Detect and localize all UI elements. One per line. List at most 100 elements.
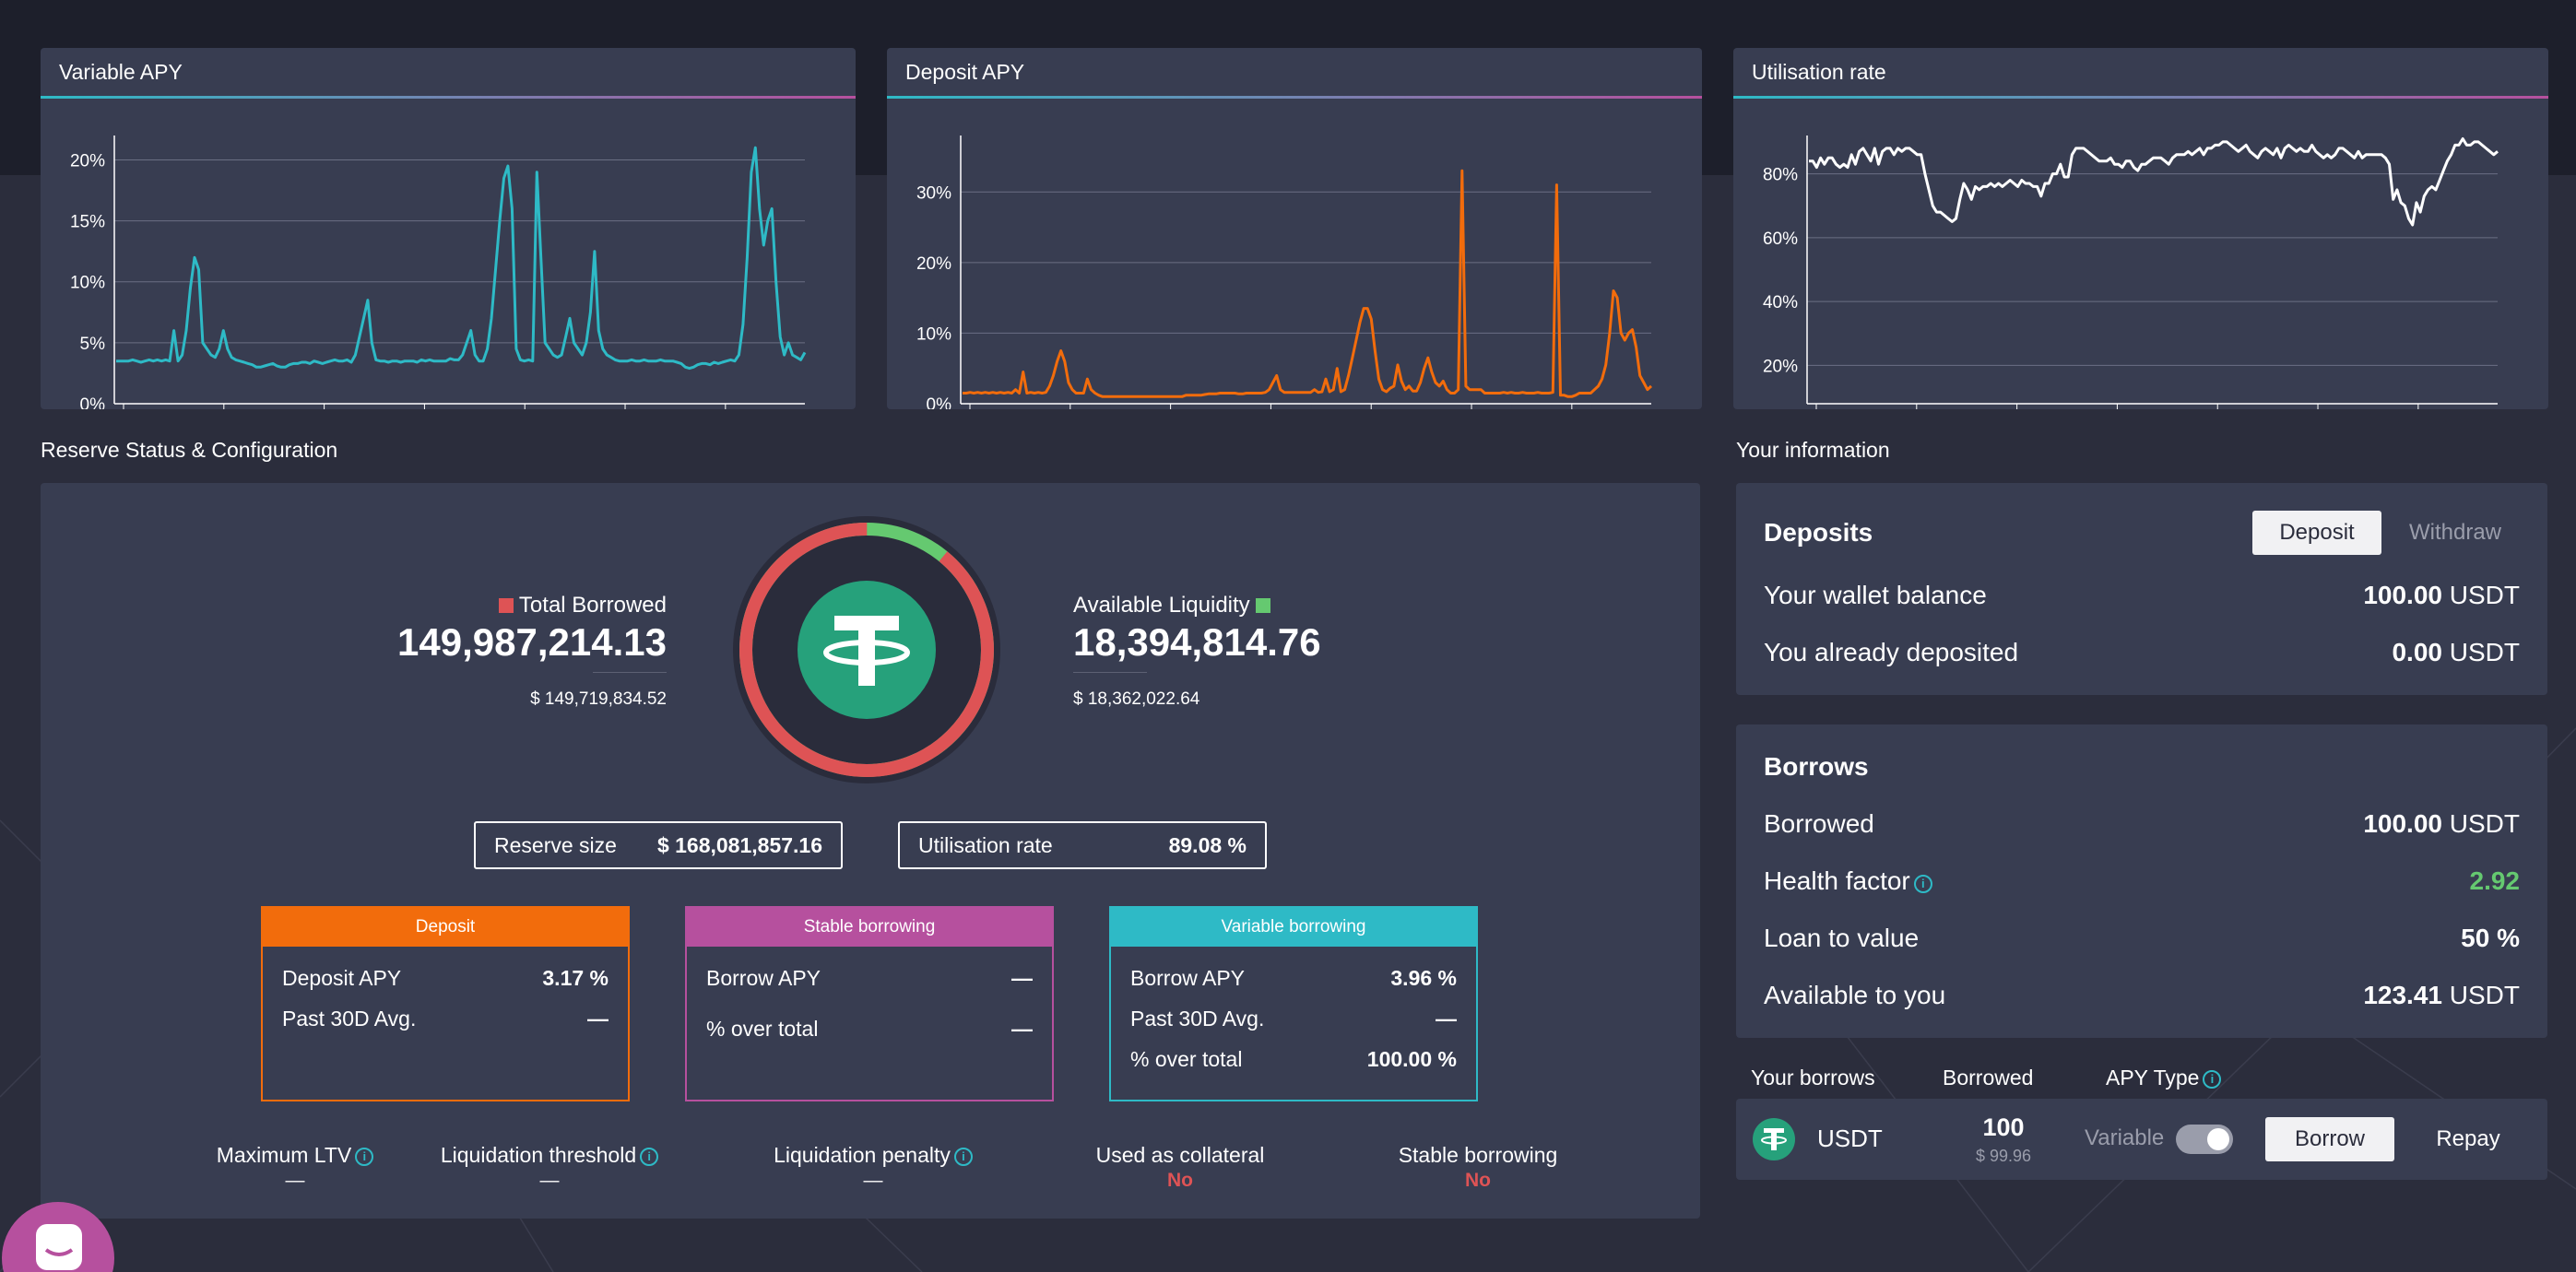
stable-apy-row: Borrow APY — bbox=[687, 958, 1052, 998]
borrowed-label: Borrowed bbox=[1764, 809, 1874, 838]
wallet-balance-row: Your wallet balance 100.00 USDT bbox=[1764, 581, 2520, 610]
wallet-balance-value: 100.00 bbox=[2363, 581, 2442, 609]
deposit-apy-value: 3.17 % bbox=[542, 965, 609, 990]
variable-borrowing-box: Variable borrowing Borrow APY 3.96 % Pas… bbox=[1109, 906, 1478, 1101]
borrows-title: Borrows bbox=[1764, 752, 1869, 781]
max-ltv-label: Maximum LTV bbox=[216, 1143, 352, 1167]
total-borrowed-value: 149,987,214.13 bbox=[397, 620, 667, 664]
variable-avg-label: Past 30D Avg. bbox=[1130, 1006, 1265, 1031]
variable-apy-value: 3.96 % bbox=[1390, 965, 1457, 990]
deposit-box-header: Deposit bbox=[263, 908, 628, 947]
info-icon[interactable]: i bbox=[2203, 1070, 2222, 1089]
available-to-you-row: Available to you 123.41 USDT bbox=[1764, 981, 2520, 1010]
stable-borrowing-stat: Stable borrowing No bbox=[1340, 1143, 1616, 1192]
deposit-avg-label: Past 30D Avg. bbox=[282, 1006, 417, 1031]
deposit-button[interactable]: Deposit bbox=[2252, 511, 2381, 555]
borrowed-legend-swatch bbox=[498, 598, 514, 613]
variable-avg-value: — bbox=[1436, 1006, 1457, 1031]
col-apy-type: APY Type i bbox=[2106, 1066, 2222, 1090]
stable-total-value: — bbox=[1011, 1016, 1033, 1041]
y-tick-label: 60% bbox=[1763, 230, 1798, 249]
loan-to-value-row: Loan to value 50 % bbox=[1764, 924, 2520, 953]
withdraw-button[interactable]: Withdraw bbox=[2408, 520, 2502, 545]
stable-borrowing-label: Stable borrowing bbox=[1398, 1143, 1558, 1167]
available-liquidity-label-text: Available Liquidity bbox=[1073, 593, 1250, 618]
divider bbox=[593, 672, 667, 673]
deposited-value: 0.00 bbox=[2392, 638, 2442, 666]
col-borrowed: Borrowed bbox=[1943, 1066, 2034, 1089]
borrow-amount-usd: $ 99.96 bbox=[1975, 1147, 2032, 1165]
col-apy-type-label: APY Type bbox=[2106, 1066, 2200, 1089]
deposited-row: You already deposited 0.00 USDT bbox=[1764, 638, 2520, 667]
variable-avg-row: Past 30D Avg. — bbox=[1111, 998, 1476, 1039]
info-section-title: Your information bbox=[1736, 438, 1890, 462]
info-icon[interactable]: i bbox=[355, 1148, 374, 1166]
liquidation-threshold-value: — bbox=[539, 1170, 560, 1191]
repay-button[interactable]: Repay bbox=[2436, 1126, 2500, 1151]
reserve-size-value: $ 168,081,857.16 bbox=[656, 832, 822, 857]
y-tick-label: 20% bbox=[916, 254, 951, 274]
deposit-avg-row: Past 30D Avg. — bbox=[263, 998, 628, 1039]
title-underline bbox=[41, 96, 856, 99]
y-tick-label: 10% bbox=[70, 274, 105, 293]
deposits-title: Deposits bbox=[1764, 518, 1873, 547]
variable-apy-label: Borrow APY bbox=[1130, 965, 1245, 990]
stable-total-row: % over total — bbox=[687, 998, 1052, 1059]
y-tick-label: 20% bbox=[1763, 357, 1798, 376]
title-underline bbox=[887, 96, 1702, 99]
divider bbox=[1073, 672, 1147, 673]
borrowed-unit: USDT bbox=[2449, 809, 2520, 838]
variable-total-label: % over total bbox=[1130, 1046, 1243, 1071]
y-tick-label: 30% bbox=[916, 183, 951, 203]
stable-apy-label: Borrow APY bbox=[706, 965, 821, 990]
deposit-apy-chart-title: Deposit APY bbox=[905, 60, 1025, 84]
variable-total-value: 100.00 % bbox=[1366, 1046, 1457, 1071]
available-liquidity-label: Available Liquidity bbox=[1073, 593, 1271, 618]
health-factor-label: Health factor bbox=[1764, 866, 1910, 895]
borrowed-value: 100.00 bbox=[2363, 809, 2442, 838]
stable-total-label: % over total bbox=[706, 1016, 819, 1041]
max-ltv-stat: Maximum LTV i — bbox=[157, 1143, 433, 1192]
liquidation-penalty-stat: Liquidation penalty i — bbox=[735, 1143, 1011, 1192]
reserve-size-pill: Reserve size $ 168,081,857.16 bbox=[474, 821, 843, 869]
borrow-asset-name: USDT bbox=[1817, 1125, 1883, 1152]
info-icon[interactable]: i bbox=[953, 1148, 973, 1166]
y-tick-label: 0% bbox=[80, 395, 106, 409]
y-tick-label: 0% bbox=[927, 395, 952, 409]
chat-icon bbox=[36, 1224, 82, 1270]
variable-apy-chart-card: Variable APY 20%15%10%5%0%Jun 13Jun 20Ju… bbox=[41, 48, 856, 409]
available-liquidity-usd: $ 18,362,022.64 bbox=[1073, 689, 1200, 709]
info-icon[interactable]: i bbox=[640, 1148, 659, 1166]
title-underline bbox=[1733, 96, 2548, 99]
deposit-apy-chart-card: Deposit APY 30%20%10%0%Jun 13Jun 20Jun 2… bbox=[887, 48, 1702, 409]
utilisation-rate-chart-title: Utilisation rate bbox=[1752, 60, 1886, 84]
apy-type-toggle[interactable] bbox=[2176, 1125, 2233, 1154]
health-factor-row: Health factor i 2.92 bbox=[1764, 866, 2520, 896]
utilisation-ring bbox=[728, 512, 1005, 788]
chat-launcher-button[interactable] bbox=[2, 1202, 114, 1272]
variable-apy-chart: 20%15%10%5%0%Jun 13Jun 20Jun 27Jul 04Jul… bbox=[70, 135, 807, 409]
used-as-collateral-label: Used as collateral bbox=[1095, 1143, 1265, 1167]
stable-apy-value: — bbox=[1011, 965, 1033, 990]
utilisation-rate-value: 89.08 % bbox=[1168, 832, 1247, 857]
stable-borrowing-value: No bbox=[1465, 1170, 1491, 1191]
loan-to-value-value: 50 % bbox=[2461, 924, 2520, 952]
y-tick-label: 15% bbox=[70, 213, 105, 232]
borrows-card: Borrows Borrowed 100.00 USDT Health fact… bbox=[1736, 724, 2547, 1038]
deposit-avg-value: — bbox=[587, 1006, 609, 1031]
info-icon[interactable]: i bbox=[1913, 875, 1932, 893]
usdt-logo-icon bbox=[798, 581, 936, 719]
borrow-button[interactable]: Borrow bbox=[2265, 1117, 2394, 1161]
borrowed-arc bbox=[739, 522, 994, 777]
series-line bbox=[963, 169, 1653, 398]
used-as-collateral-stat: Used as collateral No bbox=[1042, 1143, 1318, 1192]
reserve-size-label: Reserve size bbox=[494, 832, 617, 857]
max-ltv-value: — bbox=[285, 1170, 305, 1191]
used-as-collateral-value: No bbox=[1167, 1170, 1193, 1191]
liquidation-threshold-stat: Liquidation threshold i — bbox=[411, 1143, 688, 1192]
utilisation-rate-chart: 80%60%40%20%Jun 13Jun 20Jun 27Jul 04Jul … bbox=[1763, 135, 2499, 409]
deposited-unit: USDT bbox=[2449, 638, 2520, 666]
y-tick-label: 5% bbox=[80, 335, 106, 354]
stable-box-header: Stable borrowing bbox=[687, 908, 1052, 947]
health-factor-value: 2.92 bbox=[2469, 866, 2521, 895]
